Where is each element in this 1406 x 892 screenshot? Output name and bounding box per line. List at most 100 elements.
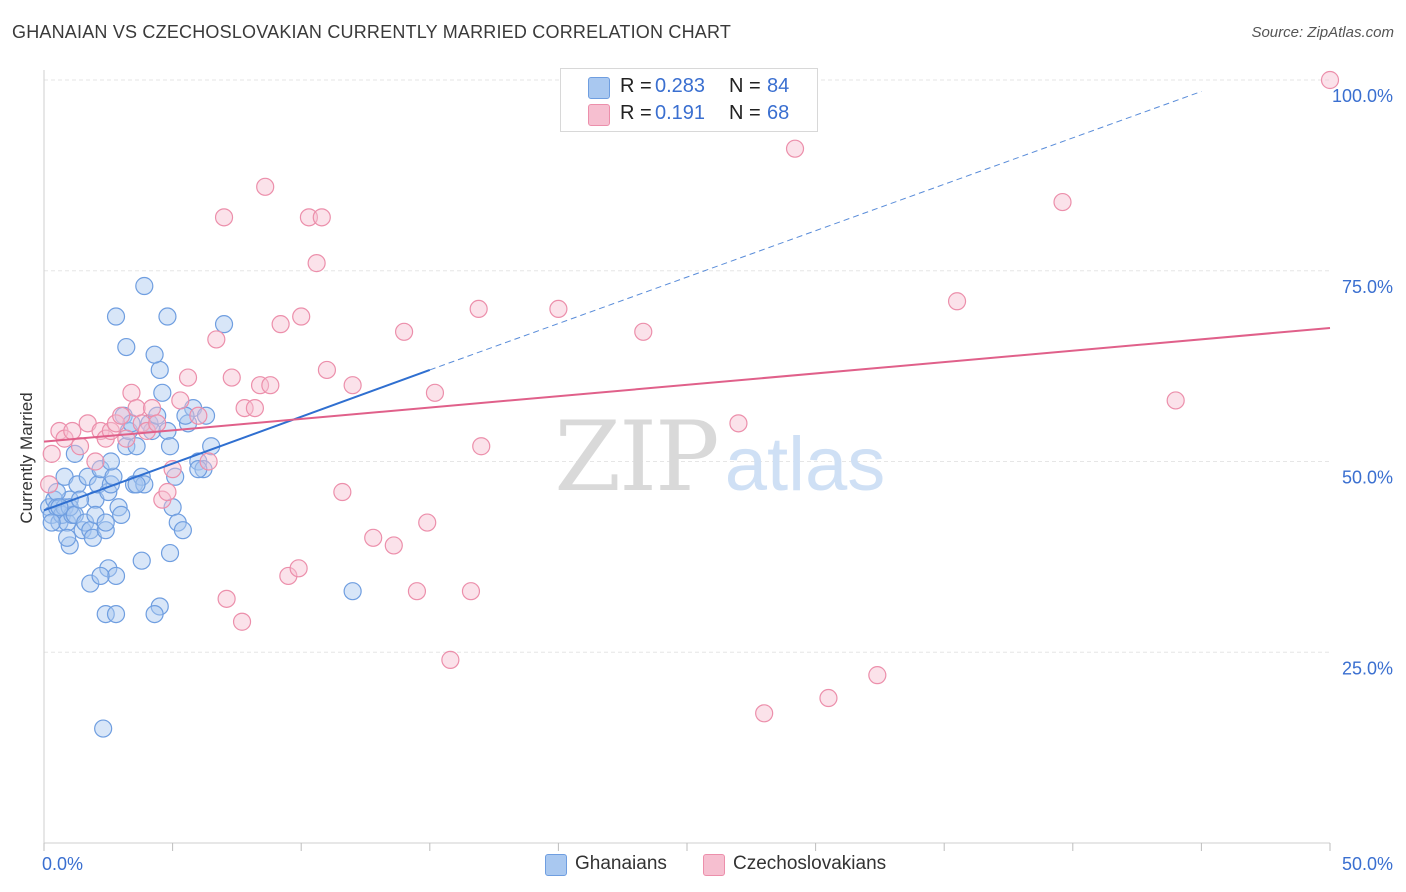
legend-n-label: N = bbox=[729, 75, 761, 97]
legend-label: Ghanaians bbox=[575, 853, 667, 874]
data-point-ghanaians bbox=[96, 521, 115, 540]
y-tick-label: 25.0% bbox=[1342, 658, 1393, 678]
data-point-ghanaians bbox=[101, 452, 120, 471]
watermark-atlas: atlas bbox=[725, 422, 886, 507]
data-point-ghanaians bbox=[58, 528, 77, 547]
data-point-ghanaians bbox=[47, 482, 66, 502]
data-point-czechoslovakians bbox=[127, 398, 146, 418]
legend-n-value: 84 bbox=[767, 75, 790, 97]
data-point-ghanaians bbox=[145, 604, 164, 624]
data-point-czechoslovakians bbox=[819, 688, 838, 708]
data-point-czechoslovakians bbox=[217, 589, 236, 608]
data-point-czechoslovakians bbox=[299, 208, 319, 227]
source-credit: Source: ZipAtlas.com bbox=[1251, 24, 1394, 41]
data-point-ghanaians bbox=[214, 315, 234, 334]
data-point-czechoslovakians bbox=[250, 376, 270, 395]
data-point-czechoslovakians bbox=[207, 330, 226, 349]
data-point-ghanaians bbox=[68, 475, 87, 494]
legend-r-label: R = bbox=[620, 75, 652, 97]
data-point-ghanaians bbox=[91, 566, 110, 586]
trend-line-ghanaians bbox=[43, 369, 431, 512]
data-point-czechoslovakians bbox=[441, 650, 460, 669]
data-point-ghanaians bbox=[42, 513, 61, 532]
y-tick-label: 75.0% bbox=[1342, 277, 1393, 297]
data-point-ghanaians bbox=[106, 566, 126, 586]
data-point-czechoslovakians bbox=[947, 292, 967, 311]
data-point-ghanaians bbox=[196, 406, 216, 425]
data-point-ghanaians bbox=[135, 475, 154, 494]
data-point-czechoslovakians bbox=[292, 307, 311, 326]
data-point-ghanaians bbox=[150, 360, 169, 380]
data-point-czechoslovakians bbox=[122, 383, 141, 402]
x-tick-label: 50.0% bbox=[1342, 854, 1393, 874]
data-point-czechoslovakians bbox=[63, 421, 82, 441]
legend-swatch-blue bbox=[545, 854, 567, 876]
data-point-czechoslovakians bbox=[634, 322, 653, 341]
data-point-ghanaians bbox=[132, 551, 151, 570]
data-point-ghanaians bbox=[160, 543, 180, 563]
data-point-czechoslovakians bbox=[868, 666, 887, 685]
data-point-ghanaians bbox=[117, 337, 136, 357]
data-point-czechoslovakians bbox=[1053, 192, 1072, 212]
data-point-ghanaians bbox=[158, 307, 177, 326]
data-point-ghanaians bbox=[160, 437, 180, 456]
data-point-ghanaians bbox=[145, 345, 164, 364]
data-point-ghanaians bbox=[86, 505, 105, 525]
watermark: ZIP atlas bbox=[554, 401, 885, 513]
data-point-czechoslovakians bbox=[317, 360, 337, 380]
data-point-czechoslovakians bbox=[199, 452, 218, 471]
data-point-czechoslovakians bbox=[469, 299, 488, 318]
data-point-czechoslovakians bbox=[343, 376, 362, 395]
data-point-ghanaians bbox=[81, 574, 100, 593]
data-point-ghanaians bbox=[343, 582, 362, 601]
chart-title: GHANAIAN VS CZECHOSLOVAKIAN CURRENTLY MA… bbox=[12, 22, 732, 42]
series-czechoslovakians-points bbox=[40, 70, 1340, 723]
data-point-ghanaians bbox=[117, 437, 136, 456]
legend-r-value: 0.191 bbox=[655, 102, 706, 124]
data-point-czechoslovakians bbox=[472, 437, 491, 456]
data-point-ghanaians bbox=[135, 276, 154, 296]
data-point-ghanaians bbox=[127, 437, 146, 456]
data-point-czechoslovakians bbox=[755, 704, 774, 723]
data-point-ghanaians bbox=[96, 604, 115, 624]
y-tick-label: 50.0% bbox=[1342, 468, 1393, 488]
y-axis-label: Currently Married bbox=[17, 392, 36, 524]
data-point-czechoslovakians bbox=[86, 452, 105, 471]
data-point-czechoslovakians bbox=[333, 482, 352, 502]
data-point-czechoslovakians bbox=[42, 444, 61, 463]
data-point-czechoslovakians bbox=[549, 299, 568, 318]
legend-n-label: N = bbox=[729, 102, 761, 124]
x-tick-label: 0.0% bbox=[42, 854, 83, 874]
data-point-ghanaians bbox=[106, 604, 126, 624]
data-point-ghanaians bbox=[189, 460, 208, 479]
data-point-czechoslovakians bbox=[384, 536, 403, 555]
data-point-ghanaians bbox=[94, 719, 113, 738]
tick-labels: 25.0% 50.0% 75.0% 100.0% 0.0% 50.0% bbox=[42, 86, 1393, 874]
data-point-czechoslovakians bbox=[1320, 70, 1340, 90]
data-point-czechoslovakians bbox=[261, 376, 280, 395]
data-point-czechoslovakians bbox=[461, 582, 481, 601]
data-point-ghanaians bbox=[96, 513, 115, 532]
data-point-czechoslovakians bbox=[407, 582, 427, 601]
legend-r-value: 0.283 bbox=[655, 75, 706, 97]
data-point-czechoslovakians bbox=[271, 315, 290, 334]
data-point-czechoslovakians bbox=[158, 482, 177, 502]
data-point-czechoslovakians bbox=[112, 406, 131, 425]
data-point-czechoslovakians bbox=[307, 254, 326, 273]
correlation-legend: R = 0.283 N = 84 R = 0.191 N = 68 bbox=[560, 68, 818, 132]
data-point-czechoslovakians bbox=[245, 398, 265, 418]
data-point-czechoslovakians bbox=[232, 612, 252, 631]
data-point-czechoslovakians bbox=[394, 322, 414, 341]
data-point-czechoslovakians bbox=[1166, 391, 1185, 410]
data-point-ghanaians bbox=[106, 307, 126, 326]
legend-r-label: R = bbox=[620, 102, 652, 124]
data-point-czechoslovakians bbox=[418, 513, 437, 532]
data-point-ghanaians bbox=[99, 559, 118, 578]
data-point-czechoslovakians bbox=[117, 429, 136, 448]
data-point-czechoslovakians bbox=[148, 414, 167, 433]
data-point-czechoslovakians bbox=[142, 398, 162, 418]
data-point-czechoslovakians bbox=[364, 528, 383, 547]
legend-swatch-blue bbox=[588, 77, 610, 99]
legend-swatch-pink bbox=[588, 104, 610, 126]
legend-row-czechoslovakians: R = 0.191 N = 68 bbox=[561, 100, 817, 128]
